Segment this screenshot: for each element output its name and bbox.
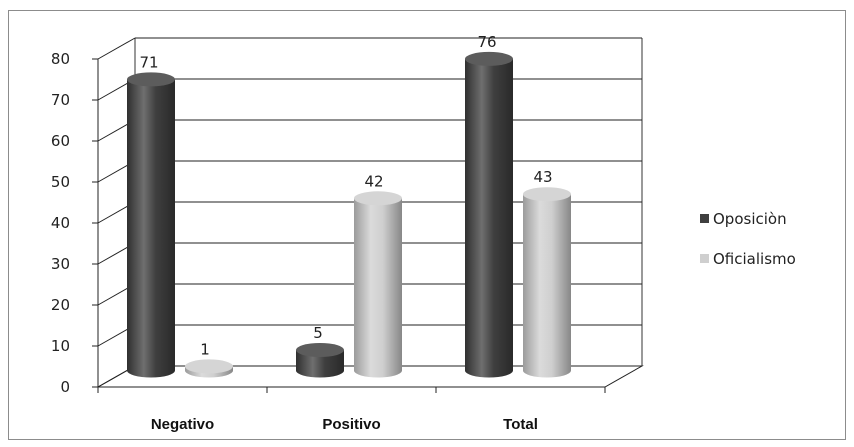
bar-top-oficialismo-total: [523, 187, 571, 202]
bar-oposiciòn-total: [465, 58, 513, 378]
bar-top-oficialismo-positivo: [354, 191, 402, 206]
bar-top-oficialismo-negativo: [185, 359, 233, 374]
y-tick-label: 70: [51, 91, 70, 109]
data-label: 76: [477, 33, 496, 51]
bars-layer: [127, 51, 571, 378]
bar-top-oposiciòn-negativo: [127, 72, 175, 87]
y-tick-label: 50: [51, 173, 70, 191]
bar-top-oposiciòn-total: [465, 51, 513, 66]
y-tick-label: 60: [51, 132, 70, 150]
legend: Oposiciòn Oficialismo: [700, 210, 796, 268]
bar-oposiciòn-negativo: [127, 79, 175, 378]
x-tick-label: Total: [503, 416, 538, 433]
data-label: 71: [139, 53, 158, 71]
legend-swatch: [700, 214, 709, 223]
legend-swatch: [700, 254, 709, 263]
data-label: 1: [200, 340, 210, 358]
labels-layer: 71 1 Negativo 5 42 Positivo 76 43 Total: [139, 33, 552, 433]
gridline-diagonal: [97, 37, 136, 60]
legend-label: Oposiciòn: [713, 210, 787, 228]
y-tick-label: 10: [51, 337, 70, 355]
bar-oposiciòn-positivo: [296, 350, 344, 378]
y-tick-label: 30: [51, 255, 70, 273]
bar-oficialismo-positivo: [354, 198, 402, 378]
x-tick-label: Negativo: [151, 416, 214, 433]
y-tick-label: 40: [51, 214, 70, 232]
bar-top-oposiciòn-positivo: [296, 343, 344, 357]
y-tick-label: 20: [51, 296, 70, 314]
bar-oficialismo-total: [523, 194, 571, 378]
x-tick-label: Positivo: [322, 416, 380, 433]
data-label: 42: [364, 172, 383, 190]
legend-label: Oficialismo: [713, 250, 796, 268]
y-tick-label: 80: [51, 50, 70, 68]
y-tick-label: 0: [60, 378, 70, 396]
data-label: 5: [313, 324, 323, 342]
data-label: 43: [533, 168, 552, 186]
axis-layer: 0 10 20 30 40 50 60 70 80: [51, 50, 606, 396]
